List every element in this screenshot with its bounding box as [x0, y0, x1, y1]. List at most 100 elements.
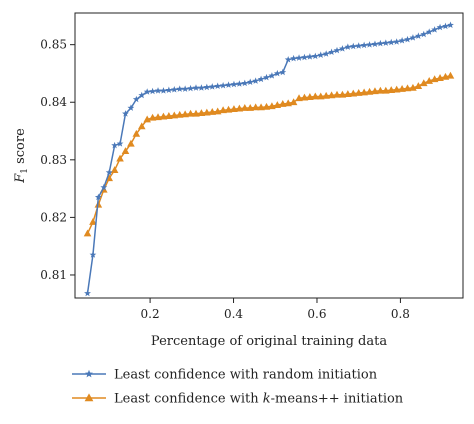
- legend-label: Least confidence with random initiation: [114, 368, 378, 383]
- data-point: [143, 88, 151, 95]
- data-point: [111, 141, 119, 149]
- data-point: [344, 43, 352, 50]
- data-point: [89, 218, 97, 225]
- data-point: [138, 91, 146, 99]
- data-point: [420, 30, 428, 38]
- data-point: [148, 113, 157, 121]
- data-point: [246, 78, 254, 85]
- data-point: [241, 104, 249, 111]
- data-point: [382, 86, 390, 94]
- data-point: [409, 34, 417, 41]
- series-line: [86, 24, 451, 294]
- legend-swatch-marker: [84, 393, 94, 402]
- y-tick-label: 0.83: [40, 153, 67, 167]
- data-point: [355, 42, 363, 49]
- data-point: [268, 102, 276, 110]
- axes: 0.2 0.4 0.6 0.8 0.81 0.82 0.83 0.84 0.85 Percenta…: [13, 12, 464, 349]
- data-point: [398, 85, 406, 92]
- data-point: [208, 108, 217, 115]
- data-point: [257, 103, 265, 111]
- data-point: [116, 154, 124, 162]
- data-point: [409, 83, 417, 91]
- data-point: [241, 79, 249, 87]
- data-point: [110, 166, 119, 174]
- data-point: [436, 74, 444, 81]
- data-point: [295, 54, 303, 61]
- data-point: [181, 85, 189, 92]
- y-axis-label: F1 score: [13, 128, 30, 184]
- data-point: [349, 42, 357, 50]
- data-point: [170, 85, 178, 93]
- data-point: [371, 40, 379, 47]
- data-point: [393, 38, 401, 45]
- data-point: [290, 54, 298, 62]
- data-point: [306, 53, 314, 60]
- x-tick-label: 0.8: [391, 307, 410, 321]
- data-point: [187, 84, 194, 92]
- data-point: [116, 140, 124, 147]
- legend: Least confidence with random initiation L…: [72, 368, 404, 407]
- data-point: [333, 46, 341, 54]
- data-point: [392, 85, 401, 93]
- data-point: [143, 115, 151, 123]
- data-point: [84, 289, 91, 297]
- data-point: [419, 79, 428, 87]
- data-point: [446, 71, 455, 79]
- data-point: [213, 107, 222, 115]
- data-point: [376, 86, 385, 94]
- data-point: [447, 21, 454, 28]
- y-tick-label: 0.85: [40, 38, 67, 52]
- data-point: [197, 109, 206, 117]
- data-point: [230, 105, 238, 113]
- data-point: [203, 83, 211, 91]
- data-point: [203, 108, 211, 116]
- y-tick-label: 0.81: [40, 268, 67, 282]
- data-point: [132, 95, 140, 103]
- y-tick-label: 0.84: [40, 95, 67, 109]
- data-point: [371, 87, 379, 95]
- data-point: [262, 102, 271, 110]
- data-point: [186, 109, 195, 117]
- data-point: [170, 111, 179, 119]
- data-point: [100, 183, 108, 191]
- y-tick-label: 0.82: [40, 210, 67, 224]
- data-point: [376, 39, 384, 47]
- data-point: [83, 229, 92, 237]
- data-point: [165, 112, 173, 119]
- data-point: [197, 84, 205, 91]
- data-point: [192, 84, 200, 91]
- legend-item-1: Least confidence with random initiation: [72, 368, 378, 383]
- data-point: [316, 92, 325, 100]
- data-point: [398, 37, 406, 44]
- data-point: [289, 98, 298, 106]
- legend-swatch-marker: [85, 369, 93, 378]
- data-point: [301, 53, 308, 61]
- data-point: [181, 110, 189, 118]
- data-point: [322, 50, 330, 57]
- data-point: [154, 113, 162, 121]
- data-point: [219, 106, 227, 114]
- data-point: [263, 73, 270, 81]
- data-point: [122, 110, 129, 117]
- data-point: [224, 105, 233, 113]
- data-point: [246, 104, 255, 111]
- data-point: [442, 22, 449, 30]
- data-point: [127, 139, 135, 147]
- data-point: [300, 93, 309, 101]
- data-point: [425, 28, 433, 35]
- data-point: [436, 23, 444, 31]
- plot-area: [83, 21, 455, 297]
- data-point: [387, 86, 396, 94]
- data-point: [333, 90, 341, 98]
- data-point: [127, 104, 135, 111]
- data-point: [328, 48, 335, 56]
- data-point: [339, 45, 346, 52]
- data-point: [349, 89, 358, 97]
- data-point: [235, 104, 244, 112]
- data-point: [344, 90, 352, 98]
- data-point: [192, 109, 200, 117]
- data-point: [225, 81, 232, 88]
- x-tick-label: 0.6: [307, 307, 326, 321]
- data-point: [160, 87, 167, 94]
